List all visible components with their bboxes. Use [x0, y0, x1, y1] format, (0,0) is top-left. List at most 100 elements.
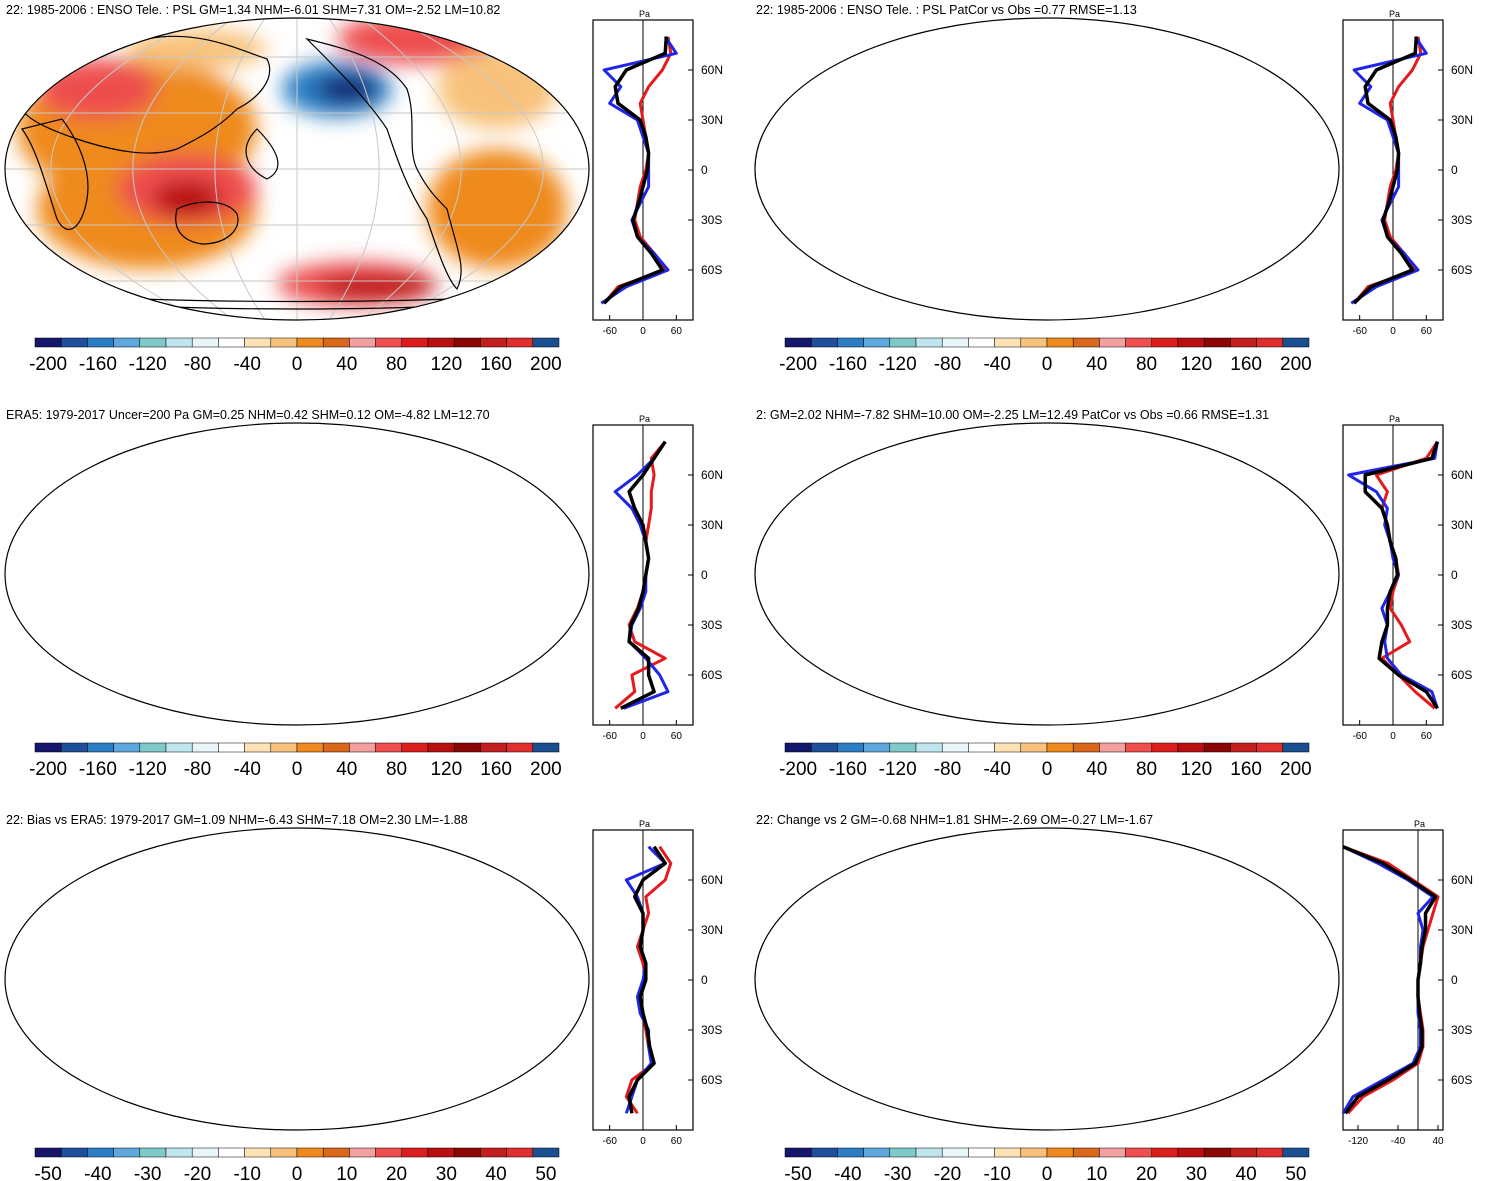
colorbar-swatch [1020, 742, 1048, 753]
panel-title: 22: 1985-2006 : ENSO Tele. : PSL GM=1.34… [6, 3, 500, 17]
panel-panel-model-enso: 22: 1985-2006 : ENSO Tele. : PSL GM=1.34… [4, 3, 723, 375]
anomaly-region [787, 149, 1007, 269]
colorbar-label: 30 [436, 1164, 457, 1181]
mean-profile-line [620, 440, 667, 710]
anomaly-region [357, 1044, 477, 1094]
colorbar-label: -200 [29, 354, 67, 375]
colorbar-swatch [532, 742, 560, 753]
x-tick-label: 0 [1390, 731, 1396, 742]
colorbar-label: 120 [1180, 759, 1212, 780]
x-tick-label: -60 [1352, 326, 1367, 337]
colorbar-label: 200 [1280, 354, 1312, 375]
anomaly-region [1222, 476, 1312, 512]
colorbar-label: 80 [386, 354, 407, 375]
panel-panel-bias: 22: Bias vs ERA5: 1979-2017 GM=1.09 NHM=… [4, 813, 723, 1181]
colorbar-swatch [349, 1147, 376, 1158]
lat-tick-label: 60N [701, 873, 723, 887]
anomaly-region [37, 59, 157, 119]
colorbar-label: 200 [1280, 759, 1312, 780]
lat-tick-label: 30S [1451, 618, 1472, 632]
colorbar-swatch [1203, 337, 1231, 348]
longitude-line [883, 828, 983, 1130]
longitude-line [801, 423, 952, 725]
colorbar-swatch [863, 337, 891, 348]
colorbar-swatch [139, 337, 167, 348]
colorbar-swatch [1256, 1147, 1284, 1158]
anomaly-region [457, 464, 597, 684]
coastline [772, 36, 1020, 153]
colorbar-swatch [34, 742, 62, 753]
coastline [20, 118, 89, 230]
colorbar-swatch [113, 1147, 141, 1158]
colorbar-swatch [837, 1147, 864, 1158]
longitude-line [329, 828, 379, 1130]
colorbar-swatch [165, 742, 193, 753]
anomaly-region [427, 149, 567, 269]
colorbar-swatch [1151, 742, 1179, 753]
colorbar-swatch [244, 337, 272, 348]
anomaly-region [897, 1019, 1097, 1059]
colorbar-swatch [968, 337, 995, 348]
colorbar-swatch [375, 337, 403, 348]
anomaly-region [1027, 262, 1187, 306]
colorbar-swatch [191, 337, 219, 348]
colorbar-swatch [139, 742, 167, 753]
field-anomalies [7, 429, 597, 712]
lat-tick-label: 0 [701, 568, 708, 582]
zonal-profile: Pa -60 0 60 60N 30N 0 30S 60S [592, 414, 723, 742]
zonal-profile: Pa -60 0 60 60N 30N 0 30S 60S [592, 819, 723, 1147]
anomaly-region [104, 997, 140, 1021]
lat-tick-label: 30N [701, 923, 723, 937]
colorbar-swatch [1125, 742, 1153, 753]
colorbar-label: 40 [336, 759, 357, 780]
panel-panel-era5: ERA5: 1979-2017 Uncer=200 Pa GM=0.25 NHM… [4, 408, 723, 780]
anomaly-region [1067, 275, 1187, 299]
colorbar: -50 -40 -30 -20 -10 0 10 20 30 40 50 [784, 1147, 1310, 1181]
lat-tick-label: 60S [701, 668, 722, 682]
colorbar-label: 20 [386, 1164, 407, 1181]
coastline [37, 699, 557, 714]
colorbar-swatch [218, 337, 245, 348]
x-tick-label: 0 [640, 1136, 646, 1147]
coastline [22, 846, 270, 963]
profile-units: Pa [639, 819, 650, 829]
colorbar-swatch [60, 742, 88, 753]
colorbar: -200 -160 -120 -80 -40 0 40 80 120 160 200 [779, 337, 1312, 375]
colorbar-swatch [113, 742, 141, 753]
coastline [787, 294, 1307, 309]
lat-tick-label: 30N [701, 113, 723, 127]
colorbar-swatch [270, 1147, 298, 1158]
colorbar-label: -120 [129, 759, 167, 780]
colorbar-label: 20 [1136, 1164, 1157, 1181]
colorbar-swatch [296, 337, 324, 348]
colorbar-swatch [401, 742, 429, 753]
colorbar-swatch [1230, 742, 1257, 753]
colorbar-swatch [453, 1147, 481, 1158]
coastline [37, 1104, 557, 1119]
colorbar-swatch [60, 337, 88, 348]
colorbar-label: -200 [779, 759, 817, 780]
colorbar-swatch [1282, 337, 1310, 348]
colorbar-swatch [1230, 337, 1257, 348]
anomaly-region [97, 429, 277, 479]
colorbar-swatch [915, 742, 943, 753]
anomaly-region [1097, 1024, 1297, 1094]
longitude-line [393, 828, 544, 1130]
colorbar-swatch [60, 1147, 88, 1158]
panel-panel-change: 22: Change vs 2 GM=-0.68 NHM=1.81 SHM=-2… [754, 813, 1473, 1181]
obs-profile-line [600, 35, 678, 305]
model-profile-line [614, 440, 667, 710]
anomaly-region [777, 959, 857, 1059]
colorbar-swatch [1256, 742, 1284, 753]
colorbar-swatch [1203, 742, 1231, 753]
map-background [5, 828, 589, 1130]
colorbar-swatch [427, 742, 455, 753]
colorbar-swatch [322, 1147, 350, 1158]
longitude-line [361, 828, 461, 1130]
lat-tick-label: 60N [701, 63, 723, 77]
colorbar-label: -30 [134, 1164, 161, 1181]
colorbar-label: 30 [1186, 1164, 1207, 1181]
colorbar-swatch [296, 742, 324, 753]
coastline [176, 1012, 238, 1054]
colorbar-swatch [889, 1147, 917, 1158]
